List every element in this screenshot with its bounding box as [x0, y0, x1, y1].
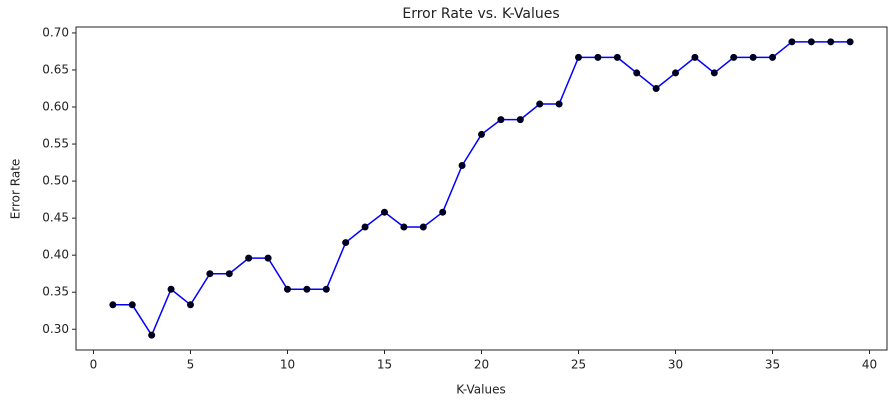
y-tick-label: 0.35 — [42, 285, 69, 299]
marker — [206, 270, 214, 278]
x-tick-label: 35 — [765, 358, 780, 372]
marker — [497, 116, 505, 124]
marker — [439, 208, 447, 216]
x-tick-label: 5 — [187, 358, 195, 372]
marker — [478, 130, 485, 138]
plot-frame — [75, 26, 888, 351]
marker — [613, 53, 621, 61]
marker — [788, 38, 796, 46]
marker — [109, 301, 117, 309]
marker — [264, 254, 272, 262]
x-tick-label: 25 — [571, 358, 586, 372]
marker — [419, 223, 427, 231]
marker — [400, 223, 408, 231]
x-axis-label: K-Values — [456, 383, 505, 397]
line — [112, 41, 851, 337]
y-axis-label: Error Rate — [9, 159, 23, 220]
y-tick-label: 0.55 — [42, 137, 69, 151]
marker — [225, 270, 233, 278]
marker — [769, 53, 777, 61]
y-tick-label: 0.60 — [42, 100, 69, 114]
marker — [186, 301, 194, 309]
marker — [361, 223, 369, 231]
x-tick-label: 10 — [280, 358, 295, 372]
marker — [691, 53, 699, 61]
marker — [303, 285, 311, 293]
marker — [283, 285, 291, 293]
marker — [167, 285, 175, 293]
y-tick-label: 0.45 — [42, 211, 69, 225]
marker — [322, 285, 330, 293]
x-tick-label: 15 — [377, 358, 392, 372]
x-tick-label: 0 — [90, 358, 98, 372]
marker — [148, 331, 156, 339]
y-tick-label: 0.70 — [42, 25, 69, 39]
chart-title: Error Rate vs. K-Values — [402, 6, 559, 22]
marker — [749, 53, 757, 61]
y-tick-label: 0.30 — [42, 322, 69, 336]
marker — [342, 239, 350, 247]
marker — [458, 162, 466, 170]
marker — [633, 69, 641, 77]
marker — [827, 38, 835, 46]
marker — [555, 100, 563, 108]
marker — [807, 38, 815, 46]
marker — [730, 53, 738, 61]
marker — [536, 100, 544, 108]
x-tick-label: 30 — [668, 358, 683, 372]
marker — [652, 84, 660, 92]
marker — [710, 69, 718, 77]
marker — [846, 38, 854, 46]
marker — [594, 53, 602, 61]
marker — [245, 254, 253, 262]
x-tick-label: 40 — [862, 358, 877, 372]
marker — [672, 69, 680, 77]
x-tick-label: 20 — [474, 358, 489, 372]
marker — [516, 116, 524, 124]
marker — [380, 208, 388, 216]
y-tick-label: 0.50 — [42, 174, 69, 188]
y-tick-label: 0.40 — [42, 248, 69, 262]
marker — [575, 53, 583, 61]
y-tick-label: 0.65 — [42, 62, 69, 76]
marker — [128, 301, 136, 309]
